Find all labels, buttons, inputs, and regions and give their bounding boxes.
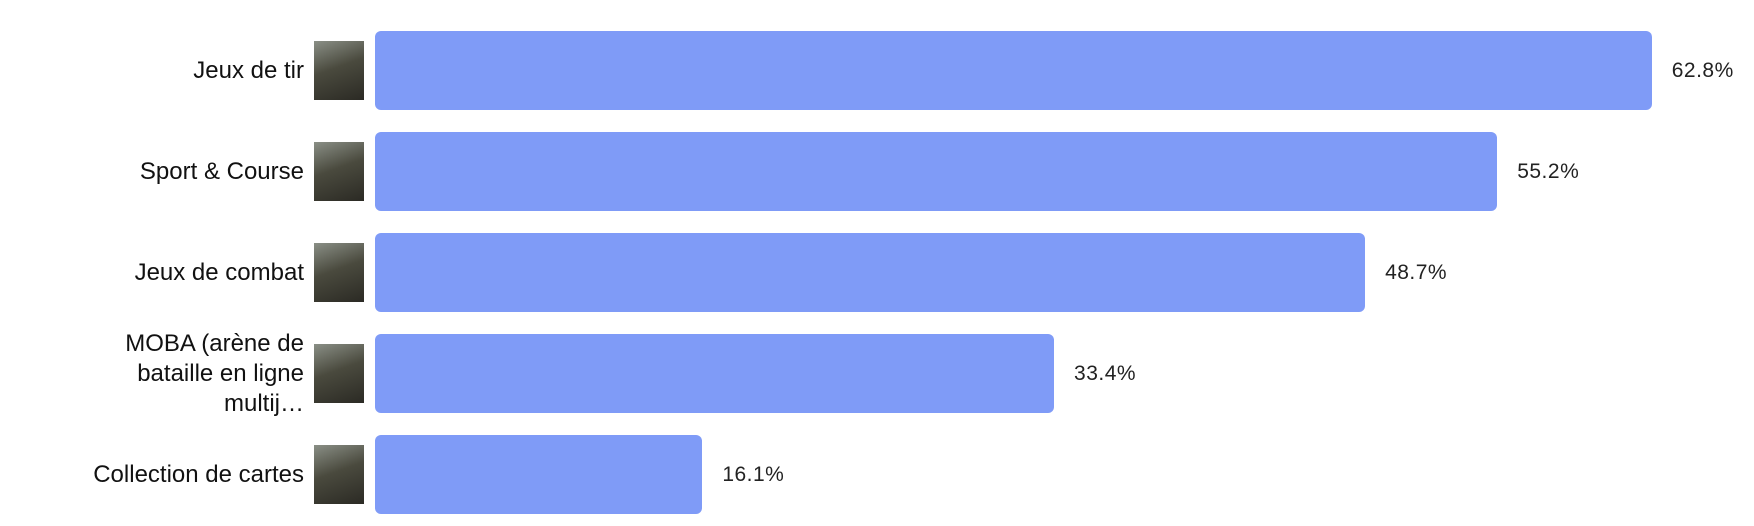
- category-label: Collection de cartes: [93, 460, 304, 488]
- bar: [375, 132, 1498, 211]
- row: Sport & Course 55.2%: [0, 132, 1754, 211]
- thumbnail: [314, 243, 364, 302]
- row: Jeux de combat 48.7%: [0, 233, 1754, 312]
- thumbnail: [314, 142, 364, 201]
- bar: [375, 334, 1055, 413]
- row: Jeux de tir 62.8%: [0, 31, 1754, 110]
- bar: [375, 31, 1652, 110]
- category-label: Jeux de tir: [193, 56, 304, 84]
- value-label: 62.8%: [1671, 58, 1734, 82]
- category-label: Sport & Course: [139, 157, 304, 185]
- bar: [375, 233, 1366, 312]
- value-label: 55.2%: [1517, 159, 1580, 183]
- row: Collection de cartes 16.1%: [0, 435, 1754, 514]
- category-label: Jeux de combat: [134, 258, 304, 286]
- thumbnail: [314, 344, 364, 403]
- row: MOBA (arène de bataille en ligne multij……: [0, 329, 1754, 417]
- bar: [375, 435, 703, 514]
- thumbnail: [314, 445, 364, 504]
- category-label: MOBA (arène de bataille en ligne multij…: [125, 329, 304, 417]
- value-label: 48.7%: [1385, 260, 1448, 284]
- value-label: 33.4%: [1074, 361, 1137, 385]
- thumbnail: [314, 41, 364, 100]
- value-label: 16.1%: [722, 462, 785, 486]
